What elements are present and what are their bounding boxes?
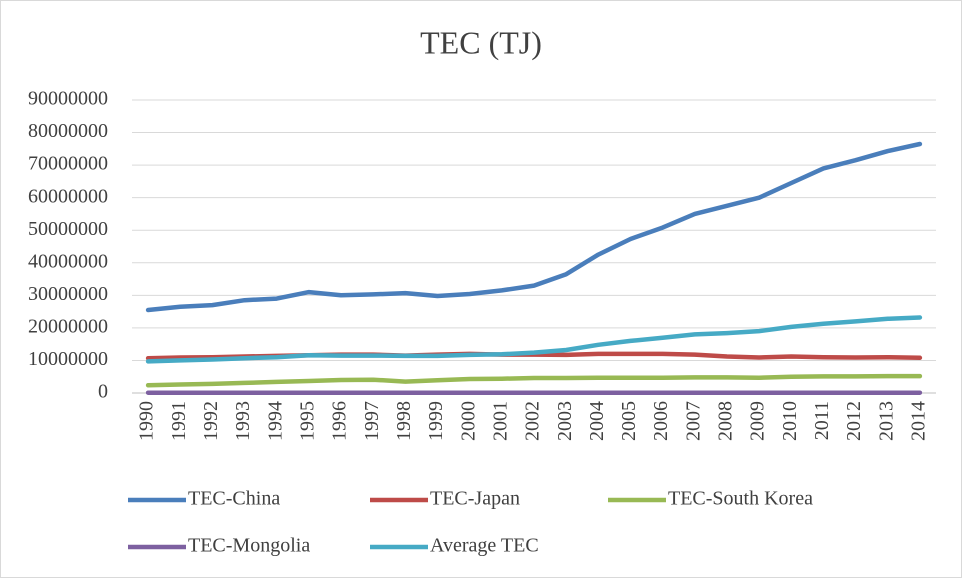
y-tick-label: 80000000 xyxy=(28,120,108,142)
y-tick-label: 30000000 xyxy=(28,283,108,305)
x-tick-label: 2004 xyxy=(586,401,608,441)
x-tick-label: 2006 xyxy=(650,401,672,441)
legend-label: Average TEC xyxy=(430,535,539,557)
x-tick-label: 2000 xyxy=(457,401,479,441)
x-tick-label: 1998 xyxy=(393,401,415,441)
x-tick-label: 1991 xyxy=(168,401,190,441)
legend-label: TEC-South Korea xyxy=(668,488,813,510)
x-tick-label: 2005 xyxy=(618,401,640,441)
y-tick-label: 40000000 xyxy=(28,250,108,272)
x-tick-label: 2003 xyxy=(554,401,576,441)
x-tick-label: 1996 xyxy=(329,401,351,441)
legend-label: TEC-China xyxy=(188,488,280,510)
y-tick-label: 60000000 xyxy=(28,185,108,207)
x-tick-label: 1995 xyxy=(296,401,318,441)
series-line xyxy=(145,315,923,364)
x-tick-label: 2014 xyxy=(908,401,930,441)
x-tick-label: 2012 xyxy=(843,401,865,441)
x-tick-label: 2009 xyxy=(747,401,769,441)
x-tick-label: 2013 xyxy=(875,401,897,441)
x-tick-label: 1994 xyxy=(264,401,286,441)
y-tick-label: 90000000 xyxy=(28,88,108,110)
legend-label: TEC-Mongolia xyxy=(188,535,310,557)
series-line xyxy=(145,373,923,388)
y-tick-label: 10000000 xyxy=(28,348,108,370)
x-tick-label: 2010 xyxy=(779,401,801,441)
series-line xyxy=(145,141,923,313)
x-tick-label: 2002 xyxy=(522,401,544,441)
x-tick-label: 1993 xyxy=(232,401,254,441)
x-tick-label: 2011 xyxy=(811,401,833,440)
x-tick-label: 2001 xyxy=(489,401,511,441)
x-tick-label: 2008 xyxy=(715,401,737,441)
y-tick-label: 0 xyxy=(98,381,108,403)
x-tick-label: 2007 xyxy=(682,401,704,441)
x-tick-label: 1997 xyxy=(361,401,383,441)
y-tick-label: 20000000 xyxy=(28,315,108,337)
x-tick-label: 1992 xyxy=(200,401,222,441)
x-tick-label: 1999 xyxy=(425,401,447,441)
chart-title: TEC (TJ) xyxy=(420,24,542,60)
x-tick-label: 1990 xyxy=(136,401,158,441)
y-tick-label: 50000000 xyxy=(28,218,108,240)
legend-label: TEC-Japan xyxy=(430,488,520,510)
y-tick-label: 70000000 xyxy=(28,153,108,175)
